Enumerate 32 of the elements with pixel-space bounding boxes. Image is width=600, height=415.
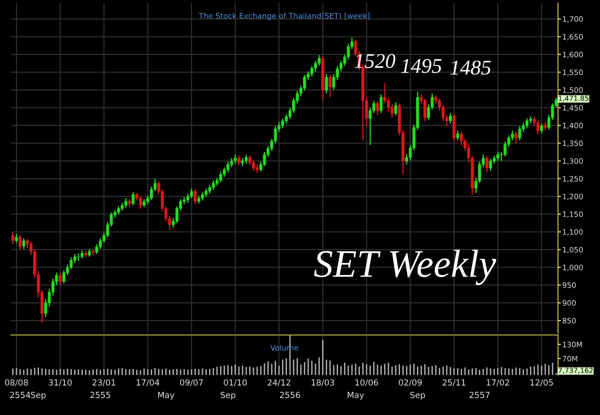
- text: 2556: [280, 392, 300, 398]
- text: 2554: [10, 392, 30, 398]
- candlestick: [496, 151, 500, 162]
- text: May: [348, 392, 364, 400]
- candlestick: [310, 65, 314, 78]
- candlestick: [529, 116, 532, 124]
- annotation: 1485: [450, 60, 491, 75]
- text: 2555: [90, 392, 110, 398]
- x-tick-label: 12/05: [530, 379, 553, 386]
- x-tick-label: 25/11: [442, 379, 466, 386]
- x-tick-label: 02/09: [398, 379, 422, 386]
- text: Sep: [410, 392, 425, 400]
- x-tick-label: 17/04: [136, 379, 160, 386]
- candlestick: [76, 252, 80, 262]
- x-tick-label: 17/02: [486, 379, 510, 386]
- x-tick-label: 24/12: [268, 379, 290, 386]
- candlestick: [11, 231, 14, 245]
- annotation: SET Weekly: [314, 250, 496, 286]
- text: Sep: [31, 392, 46, 400]
- candlestick: [256, 164, 259, 174]
- x-tick-label: 10/06: [355, 379, 378, 386]
- text: Sep: [220, 392, 236, 400]
- x-tick-label: 08/08: [5, 379, 28, 386]
- x-tick-label: 31/10: [48, 379, 72, 386]
- x-tick-label: 09/07: [180, 379, 203, 386]
- annotation: 1495: [401, 59, 442, 74]
- text: May: [158, 392, 174, 400]
- candlestick: [92, 249, 95, 256]
- x-tick-label: 01/10: [224, 379, 247, 386]
- text: 2557: [470, 392, 490, 398]
- x-tick-label: 23/01: [92, 379, 116, 386]
- x-tick-label: 18/03: [312, 379, 334, 386]
